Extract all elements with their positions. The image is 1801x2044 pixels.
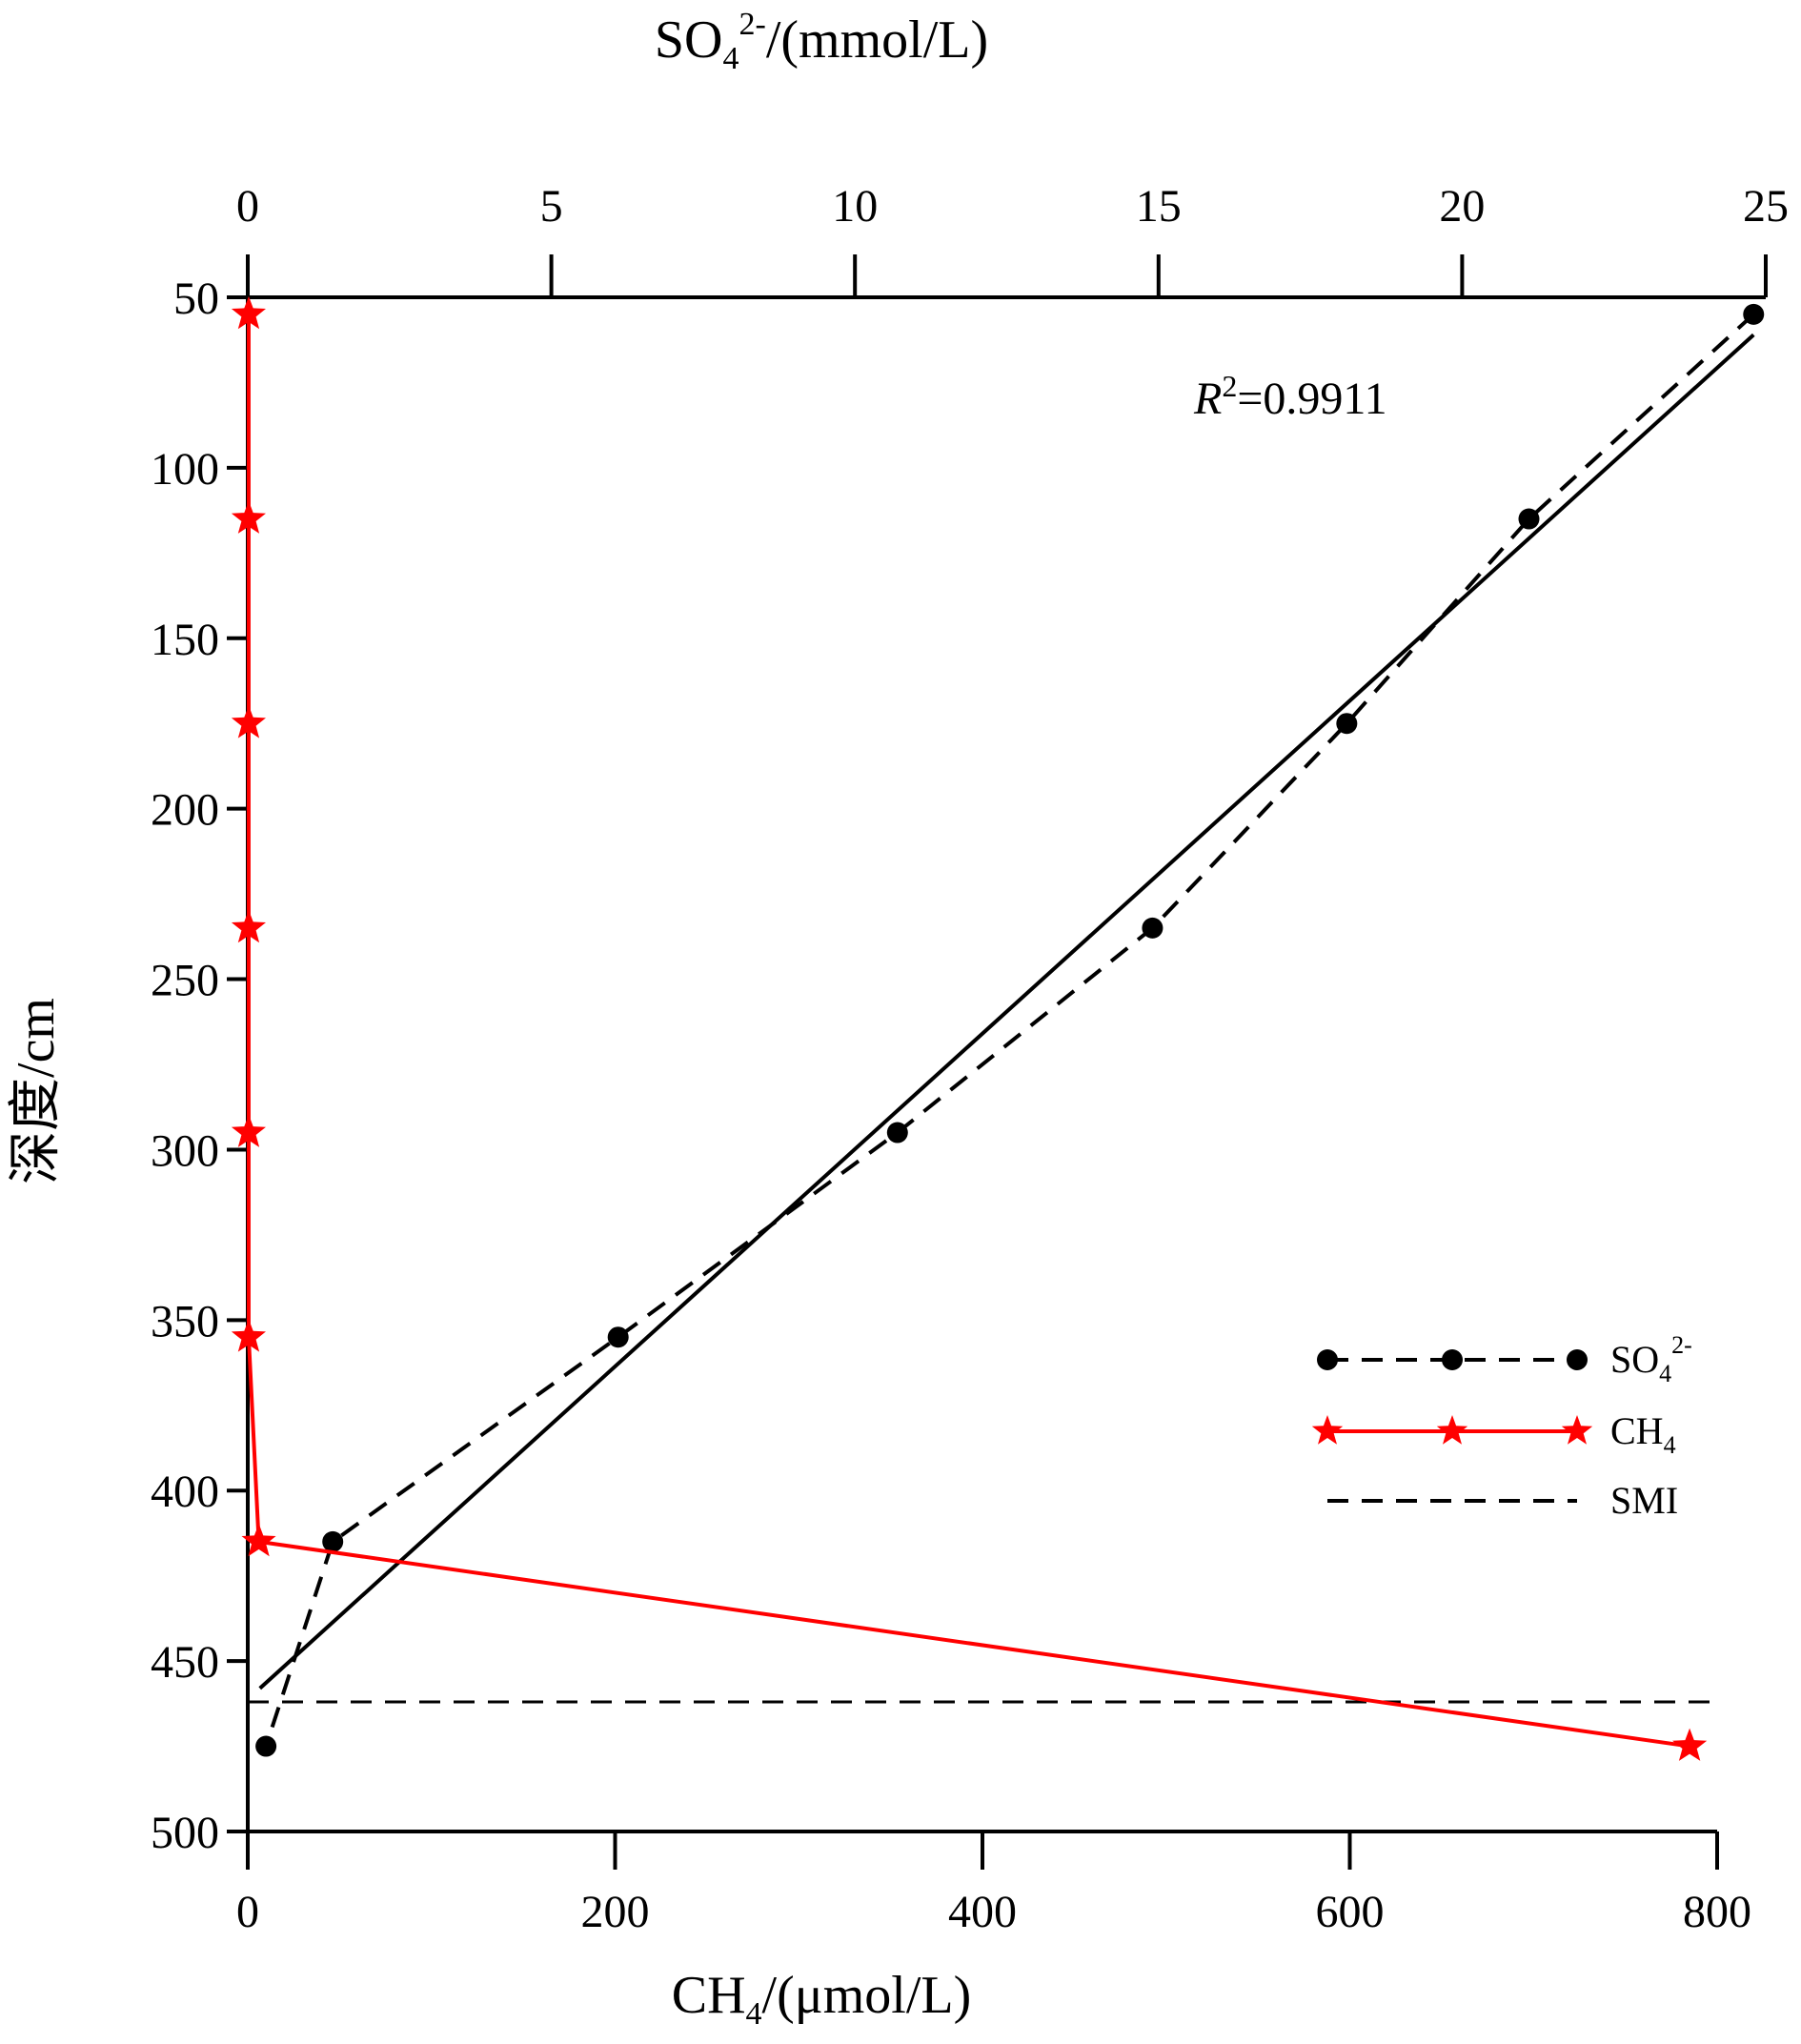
legend-entry-so4: SO42- [1317,1331,1692,1387]
legend-ch4-marker [1311,1415,1344,1445]
legend-ch4-label: CH4 [1610,1409,1676,1459]
so4-data-point [886,1122,908,1143]
bottom-axis-title: CH4/(μmol/L) [672,1966,972,2032]
bottom-tick-label: 200 [581,1887,650,1937]
legend-so4-marker [1317,1349,1338,1370]
top-tick-label: 25 [1743,181,1789,232]
so4-data-point [1518,508,1540,530]
ch4-data-point [231,705,266,739]
legend-smi-label: SMI [1610,1479,1678,1522]
so4-data-point [1336,713,1358,735]
top-tick-label: 0 [236,181,259,232]
ch4-data-point [231,295,266,330]
top-tick-label: 10 [832,181,878,232]
so4-data-point [1743,303,1765,325]
y-tick-label: 500 [151,1808,219,1858]
legend-ch4-markers [1311,1415,1593,1445]
so4-data-point [322,1530,344,1552]
legend-so4-marker [1567,1349,1588,1370]
y-tick-label: 250 [151,956,219,1006]
y-tick-label: 350 [151,1296,219,1346]
legend-entry-ch4: CH4 [1311,1409,1676,1459]
so4-series-line [264,313,1755,1748]
legend-so4-label: SO42- [1610,1331,1692,1387]
top-tick-label: 20 [1439,181,1485,232]
legend-so4-marker [1442,1349,1463,1370]
y-tick-label: 450 [151,1637,219,1688]
y-axis-title: 深度/cm [7,998,66,1184]
bottom-tick-label: 600 [1316,1887,1385,1937]
fit-line-group [258,333,1755,1690]
ch4-data-point [231,1319,266,1352]
legend-ch4-marker [1436,1415,1468,1445]
legend-entry-smi: SMI [1327,1479,1678,1522]
so4-data-point [1142,917,1164,939]
so4-data-point [607,1326,629,1348]
bottom-tick-label: 400 [948,1887,1017,1937]
y-tick-label: 400 [151,1467,219,1517]
so4-data-point [255,1735,277,1757]
y-tick-label: 50 [173,273,219,324]
y-tick-label: 100 [151,444,219,495]
y-tick-label: 200 [151,785,219,836]
top-tick-label: 5 [540,181,563,232]
ch4-data-point [1672,1728,1708,1761]
ch4-data-point [241,1523,276,1557]
ch4-series-line [246,314,1690,1749]
ch4-data-point [231,500,266,534]
legend-ch4-marker [1561,1415,1593,1445]
legend: SO42- CH4 SMI [1311,1331,1692,1522]
r2-annotation: R2=0.9911 [1193,369,1387,424]
y-tick-label: 300 [151,1125,219,1176]
regression-fit-line [258,333,1755,1690]
top-axis-title: SO42-/(mmol/L) [655,7,988,76]
y-tick-label: 150 [151,615,219,665]
bottom-tick-label: 0 [236,1887,259,1937]
ch4-series-group [231,295,1708,1761]
ch4-data-point [231,1114,266,1147]
so4-series-group [255,303,1765,1757]
bottom-tick-label: 800 [1683,1887,1751,1937]
top-tick-label: 15 [1136,181,1182,232]
ch4-data-point [231,909,266,943]
